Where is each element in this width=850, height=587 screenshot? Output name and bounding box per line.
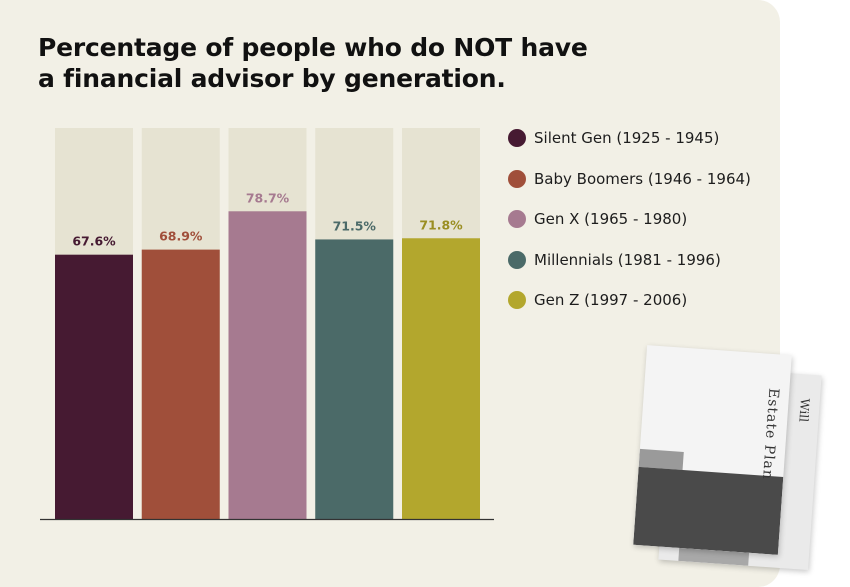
estate-plan-folder-label: Estate Plan	[759, 387, 782, 481]
estate-plan-folder-band	[633, 466, 784, 555]
estate-documents-illustration: Will Estate Plan	[625, 340, 850, 587]
data-label: 68.9%	[159, 229, 203, 244]
legend-label-silent-gen: Silent Gen (1925 - 1945)	[534, 129, 720, 147]
chart-card: Percentage of people who do NOT have a f…	[0, 0, 780, 587]
estate-plan-folder: Estate Plan	[633, 345, 792, 555]
data-label: 67.6%	[72, 234, 116, 249]
bar	[228, 211, 307, 519]
chart-title: Percentage of people who do NOT have a f…	[38, 32, 588, 94]
legend-label-gen-x: Gen X (1965 - 1980)	[534, 210, 688, 229]
data-label: 78.7%	[246, 190, 290, 205]
bar	[402, 238, 480, 519]
bar	[315, 239, 394, 519]
data-label: 71.8%	[419, 217, 463, 232]
legend-swatch-silent-gen	[508, 129, 526, 147]
chart-legend: Silent Gen (1925 - 1945) Baby Boomers (1…	[508, 127, 751, 330]
will-folder-label: Will	[796, 397, 812, 423]
legend-item-silent-gen: Silent Gen (1925 - 1945)	[508, 127, 751, 149]
legend-item-gen-z: Gen Z (1997 - 2006)	[508, 289, 751, 311]
chart-title-line-1: Percentage of people who do NOT have	[38, 33, 588, 62]
legend-label-millennials: Millennials (1981 - 1996)	[534, 250, 721, 269]
legend-swatch-gen-x	[508, 210, 526, 229]
legend-item-millennials: Millennials (1981 - 1996)	[508, 249, 751, 271]
legend-item-baby-boomers: Baby Boomers (1946 - 1964)	[508, 168, 751, 190]
bar-chart: 67.6% 68.9% 78.7% 71.5% 71.8%	[40, 128, 494, 521]
legend-label-baby-boomers: Baby Boomers (1946 - 1964)	[534, 169, 751, 188]
legend-label-gen-z: Gen Z (1997 - 2006)	[534, 291, 688, 310]
legend-item-gen-x: Gen X (1965 - 1980)	[508, 208, 751, 230]
legend-swatch-baby-boomers	[508, 169, 526, 188]
legend-swatch-millennials	[508, 250, 526, 269]
legend-swatch-gen-z	[508, 291, 526, 310]
chart-title-line-2: a financial advisor by generation.	[38, 64, 506, 93]
data-label: 71.5%	[333, 218, 377, 233]
bar	[55, 254, 133, 519]
bar	[141, 249, 220, 519]
